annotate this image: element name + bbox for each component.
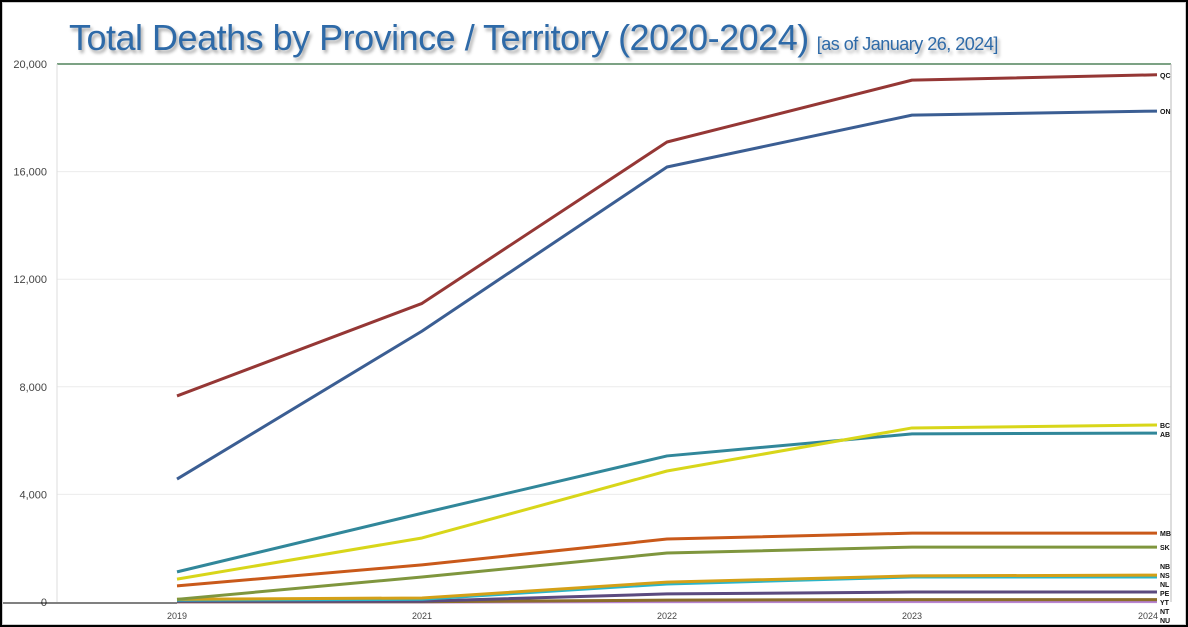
series-line-sk <box>176 545 1157 601</box>
series-label-nu: NU <box>1160 618 1170 625</box>
series-label-on: ON <box>1160 109 1171 116</box>
series-label-yt: YT <box>1160 600 1170 607</box>
series-label-ns: NS <box>1160 573 1170 580</box>
series-label-nt: NT <box>1160 609 1170 616</box>
x-tick-label: 2021 <box>412 611 432 621</box>
series-line-nl <box>177 590 1157 603</box>
x-tick-label: 2024 <box>1138 611 1158 621</box>
series-label-nl: NL <box>1160 582 1170 589</box>
series-line-ab <box>176 431 1158 574</box>
series-label-pe: PE <box>1160 591 1170 598</box>
y-tick-label: 4,000 <box>19 489 47 501</box>
series-label-qc: QC <box>1160 73 1171 80</box>
title-text: Total Deaths by Province / Territory (20… <box>69 17 809 58</box>
x-tick-label: 2019 <box>167 611 187 621</box>
series-label-ab: AB <box>1160 432 1170 439</box>
chart-title: Total Deaths by Province / Territory (20… <box>69 17 998 59</box>
series-line-mb <box>176 531 1157 588</box>
series-label-sk: SK <box>1160 545 1170 552</box>
chart-subtitle: [as of January 26, 2024] <box>816 34 999 54</box>
series-line-nb <box>176 573 1158 601</box>
y-tick-label: 20,000 <box>13 59 47 71</box>
series-line-ns <box>176 575 1157 602</box>
series-label-bc: BC <box>1160 423 1170 430</box>
x-tick-label: 2022 <box>657 611 677 621</box>
series-line-on <box>176 109 1158 481</box>
y-tick-label: 8,000 <box>19 382 47 394</box>
y-tick-label: 12,000 <box>13 274 47 286</box>
series-label-mb: MB <box>1160 531 1171 538</box>
x-tick-label: 2023 <box>902 611 922 621</box>
series-label-nb: NB <box>1160 564 1170 571</box>
series-line-qc <box>176 73 1158 398</box>
y-tick-label: 16,000 <box>13 167 47 179</box>
series-line-bc <box>176 423 1158 581</box>
